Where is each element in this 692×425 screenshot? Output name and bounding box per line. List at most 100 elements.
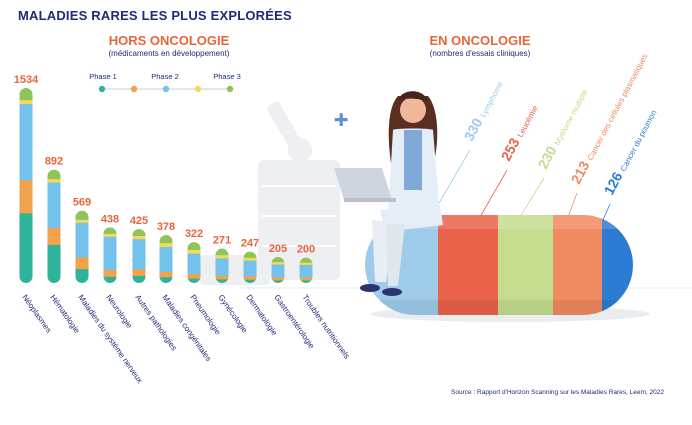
bar-segment xyxy=(103,236,117,271)
hair-top-shape xyxy=(398,91,428,102)
bar-segment xyxy=(132,275,146,284)
bar-segment xyxy=(47,169,61,180)
legend-label: Phase 1 xyxy=(89,72,117,81)
category-label: Neurologie xyxy=(104,293,134,330)
en-oncologie-subtitle: (nombres d'essais cliniques) xyxy=(429,49,531,58)
hors-oncologie-subtitle: (médicaments en développement) xyxy=(108,49,230,58)
bar-segment xyxy=(243,260,257,277)
callout-line xyxy=(479,169,508,218)
bar-value: 892 xyxy=(45,156,63,168)
cabinet-line xyxy=(262,215,336,217)
bar-segment xyxy=(19,212,33,283)
bar-segment xyxy=(19,99,33,105)
bar-segment xyxy=(243,257,257,261)
en-oncologie-title: EN ONCOLOGIE xyxy=(429,33,531,48)
bar-segment xyxy=(187,249,201,254)
bar-segment xyxy=(215,257,229,276)
hors-oncologie-title: HORS ONCOLOGIE xyxy=(108,33,230,48)
scrubs-shape xyxy=(404,130,422,190)
bar-segment xyxy=(243,251,257,258)
bar xyxy=(19,88,33,283)
oncology-category: Leucémie xyxy=(516,104,540,139)
pill-segment xyxy=(438,215,498,315)
bar-segment xyxy=(159,246,173,272)
oncology-label: 213 Cancer des cellules plasmatiques xyxy=(568,50,651,187)
legend-dot xyxy=(226,85,234,93)
bar-segment xyxy=(75,256,89,270)
bar xyxy=(103,227,117,284)
bar-segment xyxy=(159,242,173,247)
bar-segment xyxy=(159,234,173,244)
bar-segment xyxy=(299,279,313,283)
bar-segment xyxy=(75,210,89,220)
bar-segment xyxy=(19,103,33,181)
legend: Phase 1 Phase 2 Phase 3 xyxy=(89,72,241,93)
bar-segment xyxy=(103,269,117,277)
bar-segment xyxy=(132,235,146,240)
bar-segment xyxy=(187,242,201,250)
bar xyxy=(243,251,257,284)
legend-label: Phase 2 xyxy=(151,72,179,81)
bar-segment xyxy=(187,273,201,279)
bar-segment xyxy=(271,277,285,281)
bar-segment xyxy=(215,254,229,259)
bar-segment xyxy=(75,219,89,223)
bar-value: 322 xyxy=(185,228,203,240)
bar xyxy=(47,169,61,283)
bar-segment xyxy=(75,222,89,258)
bar-segment xyxy=(103,276,117,284)
legend-dot xyxy=(194,85,202,93)
bar-segment xyxy=(299,262,313,265)
oncology-label-text: 213 Cancer des cellules plasmatiques xyxy=(568,50,651,187)
bar-segment xyxy=(271,279,285,283)
callout-line xyxy=(434,149,471,211)
cabinet-line xyxy=(262,245,336,247)
bar-segment xyxy=(47,227,61,245)
legend-dot xyxy=(162,85,170,93)
desk-shape xyxy=(200,255,270,285)
legend-dot xyxy=(130,85,138,93)
bar-segment xyxy=(299,264,313,278)
bar-segment xyxy=(132,268,146,276)
legend-label: Phase 3 xyxy=(213,72,241,81)
bar-value: 425 xyxy=(130,215,148,227)
bar-segment xyxy=(159,271,173,278)
bar-value: 271 xyxy=(213,235,231,247)
cabinet-line xyxy=(262,185,336,187)
bar-segment xyxy=(47,244,61,283)
bar-segment xyxy=(132,238,146,270)
bar xyxy=(299,257,313,283)
bar xyxy=(75,210,89,283)
pill-segments xyxy=(365,215,633,315)
laptop-base xyxy=(344,198,396,202)
callout-line xyxy=(602,203,611,221)
oncology-label-text: 253 Leucémie xyxy=(498,101,541,164)
oncology-label: 253 Leucémie xyxy=(498,101,541,164)
bar-segment xyxy=(187,253,201,275)
bar-value: 569 xyxy=(73,197,91,209)
bar-value: 205 xyxy=(269,243,287,255)
bar-segment xyxy=(19,179,33,214)
legend-dot xyxy=(98,85,106,93)
bar xyxy=(187,242,201,283)
oncology-label: 330 Lymphome xyxy=(461,79,506,143)
bar-segment xyxy=(271,263,285,278)
bar-value: 247 xyxy=(241,238,259,250)
pill-segment xyxy=(498,215,553,315)
callout-line xyxy=(519,177,545,218)
bar xyxy=(132,228,146,284)
bar-value: 378 xyxy=(157,221,175,233)
bar-value: 438 xyxy=(101,213,119,225)
doctor-illustration xyxy=(334,91,443,296)
pill-segment xyxy=(553,215,602,315)
bar-segment xyxy=(299,277,313,281)
callout-line xyxy=(567,192,578,218)
bar-value: 200 xyxy=(297,244,315,256)
shoe-shape xyxy=(360,284,380,292)
bar-segment xyxy=(103,233,117,237)
oncology-category: Myélome multiple xyxy=(553,87,590,147)
bar-segment xyxy=(271,261,285,265)
source-note: Source : Rapport d'Horizon Scanning sur … xyxy=(451,389,664,396)
